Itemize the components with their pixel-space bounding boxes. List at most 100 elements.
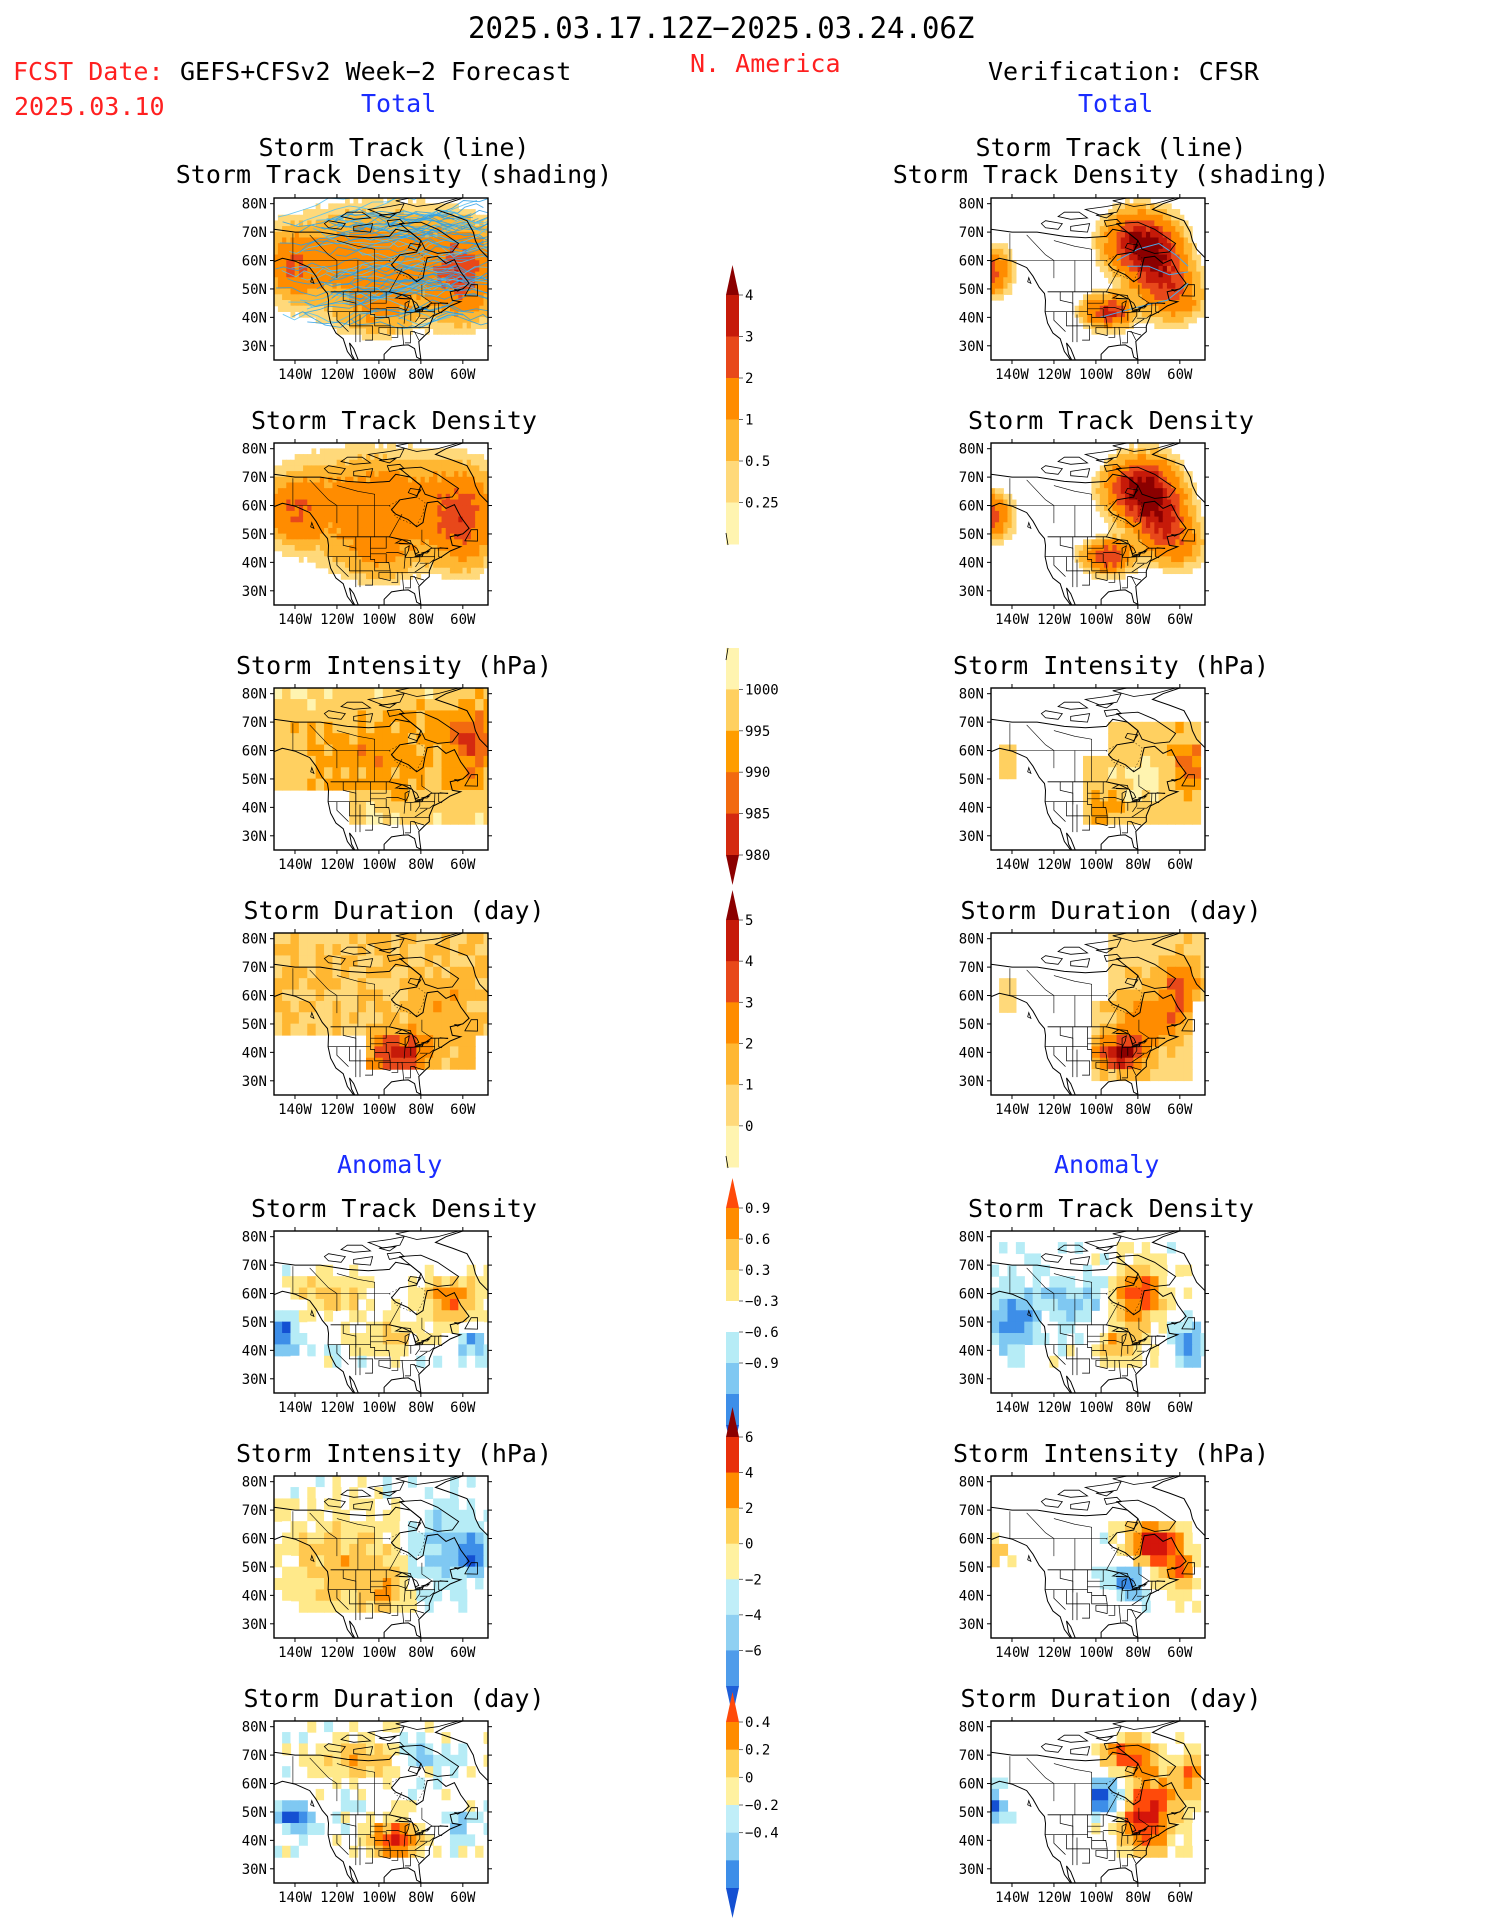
colorbar-swatch: [726, 1002, 739, 1044]
map-field: [274, 688, 488, 850]
colorbar-swatch: [726, 1749, 739, 1778]
storm-track-line: [294, 198, 396, 227]
colorbar-swatch: [726, 772, 739, 815]
lon-label: 120W: [320, 1102, 354, 1118]
map-field: [274, 198, 488, 360]
lon-label: 100W: [1079, 1890, 1113, 1906]
storm-track-line: [326, 261, 488, 276]
right-anom-density-title: Storm Track Density: [968, 1194, 1254, 1223]
lat-label: 30N: [242, 584, 267, 600]
colorbar-swatch: [726, 461, 739, 503]
lat-label: 80N: [242, 687, 267, 703]
lat-label: 80N: [959, 442, 984, 458]
storm-track-line: [298, 212, 463, 233]
lon-label: 100W: [1079, 612, 1113, 628]
colorbar-swatch: [726, 730, 739, 773]
map-panel-obs-anom-density: 80N 70N 60N 50N 40N 30N 140W 120W 100W 80W 60W: [951, 1227, 1225, 1425]
storm-track-line: [337, 209, 488, 227]
model-label: GEFS+CFSv2 Week−2 Forecast: [180, 57, 572, 86]
lon-label: 120W: [1037, 1102, 1071, 1118]
colorbar-label: 985: [745, 807, 770, 823]
lon-label: 120W: [320, 1645, 354, 1661]
lat-label: 40N: [242, 1833, 267, 1849]
lat-label: 70N: [242, 470, 267, 486]
right-density-title: Storm Track Density: [968, 406, 1254, 435]
colorbar-swatch: [726, 1860, 739, 1889]
colorbar-intensity: 1000 995 990 985 980: [720, 647, 800, 885]
map-panel-obs-track: 80N 70N 60N 50N 40N 30N 140W 120W 100W 80W 60W: [951, 194, 1225, 392]
storm-track-line: [333, 198, 418, 221]
lon-label: 100W: [1079, 1645, 1113, 1661]
lon-label: 100W: [362, 612, 396, 628]
lon-label: 80W: [408, 612, 434, 628]
colorbar-svg: 5 4 3 2 1 0: [725, 890, 753, 1169]
map-field: [274, 933, 488, 1095]
lon-label: 120W: [320, 367, 354, 383]
colorbar-swatch: [726, 295, 739, 337]
storm-track-line: [359, 209, 488, 235]
map-frame: [273, 687, 489, 851]
lon-label: 140W: [995, 1890, 1029, 1906]
lon-label: 140W: [995, 1102, 1029, 1118]
colorbar-swatch: [726, 1332, 739, 1364]
colorbar-swatch: [726, 1437, 739, 1474]
storm-track-line: [398, 253, 488, 275]
map-field: [991, 1721, 1205, 1883]
colorbar-svg: 6 4 2 0 −2 −4 −6: [726, 1407, 762, 1716]
colorbar-swatch: [726, 502, 739, 545]
map-svg: 80N 70N 60N 50N 40N 30N 140W 120W 100W 80W 60W: [959, 194, 1209, 383]
colorbar-swatch: [726, 378, 739, 420]
colorbar-swatch: [726, 1805, 739, 1834]
colorbar-label: 0: [745, 1770, 753, 1786]
lon-label: 60W: [1167, 1890, 1193, 1906]
colorbar-swatch: [726, 419, 739, 462]
colorbar-label: 1: [745, 1078, 753, 1094]
lat-label: 40N: [959, 310, 984, 326]
colorbar-svg: 0.9 0.6 0.3 −0.3 −0.6 −0.9: [726, 1178, 779, 1455]
colorbar-label: 0: [745, 1537, 753, 1553]
lat-label: 40N: [959, 1588, 984, 1604]
map-svg: 80N 70N 60N 50N 40N 30N 140W 120W 100W 80W 60W: [242, 1717, 492, 1906]
map-frame: [273, 1230, 489, 1394]
lat-label: 70N: [959, 1258, 984, 1274]
colorbar-label: 5: [745, 913, 753, 929]
lon-label: 60W: [450, 1645, 476, 1661]
lon-label: 60W: [450, 1890, 476, 1906]
map-frame: [990, 1230, 1206, 1394]
storm-track-line: [316, 258, 471, 290]
colorbar-duration: 5 4 3 2 1 0: [720, 890, 800, 1169]
lon-label: 60W: [450, 1400, 476, 1416]
left-anomaly-heading: Anomaly: [337, 1150, 443, 1179]
colorbar-swatch: [726, 1084, 739, 1127]
lat-label: 80N: [959, 687, 984, 703]
lat-label: 30N: [242, 1617, 267, 1633]
lon-label: 60W: [1167, 857, 1193, 873]
lon-label: 120W: [1037, 367, 1071, 383]
lon-label: 140W: [278, 1102, 312, 1118]
storm-track-line: [398, 294, 488, 320]
colorbar-svg: 0.4 0.2 0 −0.2 −0.4: [726, 1692, 779, 1918]
colorbar-label: 0.6: [745, 1232, 770, 1248]
lon-label: 80W: [1125, 1890, 1151, 1906]
map-panel-fcst-intensity: 80N 70N 60N 50N 40N 30N 140W 120W 100W 80W 60W: [234, 684, 508, 882]
colorbar-swatch: [726, 1543, 739, 1580]
colorbar-label: 6: [745, 1430, 753, 1446]
lon-label: 120W: [1037, 857, 1071, 873]
colorbar-anom-density: 0.9 0.6 0.3 −0.3 −0.6 −0.9: [720, 1178, 800, 1455]
map-frame: [273, 1475, 489, 1639]
colorbar-swatch: [726, 1579, 739, 1616]
colorbar-swatch: [726, 689, 739, 732]
lon-label: 60W: [450, 367, 476, 383]
storm-track-line: [345, 279, 488, 294]
lon-label: 100W: [362, 1102, 396, 1118]
right-track-title-line1: Storm Track (line): [975, 133, 1247, 162]
left-anom-density-title: Storm Track Density: [251, 1194, 537, 1223]
colorbar-arrow-top: [726, 890, 739, 920]
lat-label: 80N: [242, 442, 267, 458]
lat-label: 70N: [242, 960, 267, 976]
colorbar-label: 0.2: [745, 1743, 770, 1759]
left-total-heading: Total: [361, 89, 437, 118]
colorbar-swatch: [726, 1472, 739, 1509]
storm-track-line: [374, 240, 488, 260]
